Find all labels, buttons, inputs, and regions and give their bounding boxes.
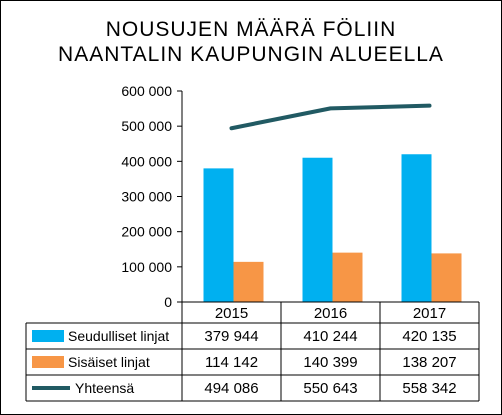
legend-label-1: Sisäiset linjat <box>68 354 150 370</box>
bar-sisaiset-2017 <box>431 253 462 302</box>
table-value-2-0: 494 086 <box>204 380 258 397</box>
legend-key-0 <box>32 330 64 342</box>
table-value-2-1: 550 643 <box>303 380 357 397</box>
table-value-1-2: 138 207 <box>402 354 456 371</box>
legend-label-2: Yhteensä <box>75 380 134 396</box>
table-value-1-1: 140 399 <box>303 354 357 371</box>
y-tick-label: 100 000 <box>121 259 172 275</box>
chart-title-line-2: NAANTALIN KAUPUNGIN ALUEELLA <box>58 43 444 66</box>
bar-sisaiset-2016 <box>332 252 363 302</box>
bar-seudulliset-2017 <box>401 154 432 302</box>
table-value-2-2: 558 342 <box>402 380 456 397</box>
category-label-2017: 2017 <box>413 305 446 322</box>
y-tick-label: 500 000 <box>121 118 172 134</box>
category-label-2016: 2016 <box>314 305 347 322</box>
chart-title-line-1: NOUSUJEN MÄÄRÄ FÖLIIN <box>105 18 397 41</box>
line-yhteensa <box>229 103 432 131</box>
y-tick-label: 200 000 <box>121 224 172 240</box>
bar-sisaiset-2015 <box>233 261 264 302</box>
y-tick-label: 0 <box>164 294 172 310</box>
y-tick-label: 600 000 <box>121 83 172 99</box>
y-tick-label: 300 000 <box>121 189 172 205</box>
legend-label-0: Seudulliset linjat <box>68 328 169 344</box>
table-value-0-0: 379 944 <box>204 328 258 345</box>
table-value-0-1: 410 244 <box>303 328 357 345</box>
legend-key-1 <box>32 356 64 368</box>
table-value-1-0: 114 142 <box>205 354 258 371</box>
bar-seudulliset-2016 <box>302 157 333 302</box>
table-value-0-2: 420 135 <box>402 328 456 345</box>
bar-seudulliset-2015 <box>203 168 234 302</box>
category-label-2015: 2015 <box>215 305 248 322</box>
y-tick-label: 400 000 <box>121 153 172 169</box>
